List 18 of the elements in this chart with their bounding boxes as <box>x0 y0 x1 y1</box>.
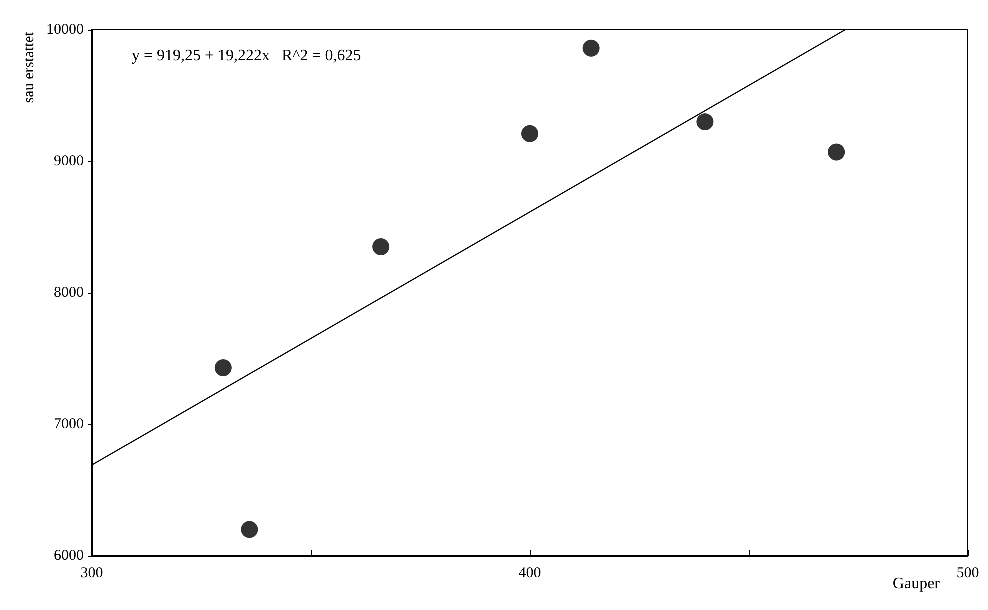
annotation: y = 919,25 + 19,222x R^2 = 0,625 <box>132 48 362 64</box>
x-axis-title: Gauper <box>892 576 941 592</box>
point <box>372 238 390 256</box>
y-tick-label: 8000 <box>54 285 84 301</box>
x-tick-label: 300 <box>80 566 104 582</box>
x-tick-label: 400 <box>518 566 542 582</box>
y-tick-label: 9000 <box>54 154 84 170</box>
y-tick-label: 6000 <box>54 548 84 564</box>
point <box>522 125 538 142</box>
y-axis-title: sau erstattet <box>22 31 38 104</box>
point <box>241 521 258 538</box>
point <box>696 114 714 131</box>
y-tick-label: 7000 <box>54 416 84 432</box>
point <box>828 144 846 161</box>
y-tick-label: 10000 <box>46 22 84 38</box>
point <box>214 359 232 376</box>
x-tick-label: 500 <box>956 566 980 582</box>
point <box>582 40 600 57</box>
